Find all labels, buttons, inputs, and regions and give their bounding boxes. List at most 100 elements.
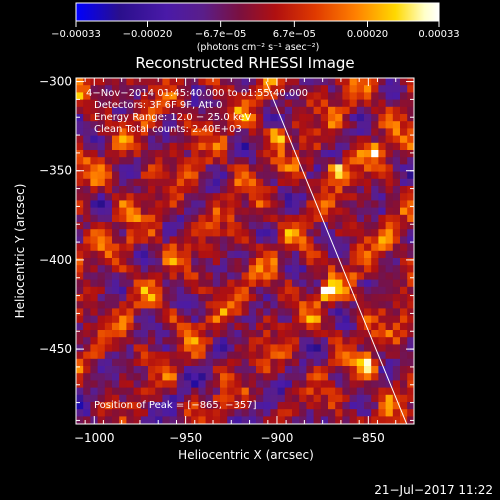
heatmap-cell [306, 78, 314, 86]
heatmap-cell [191, 315, 199, 324]
heatmap-cell [248, 164, 257, 172]
heatmap-cell [119, 157, 127, 165]
heatmap-cell [119, 358, 127, 367]
heatmap-cell [371, 229, 379, 237]
heatmap-cell [407, 258, 414, 266]
heatmap-cell [119, 186, 127, 194]
heatmap-cell [234, 78, 242, 86]
heatmap-cell [349, 135, 358, 144]
heatmap-cell [407, 294, 414, 302]
heatmap-cell [328, 114, 336, 122]
heatmap-cell [407, 351, 414, 360]
heatmap-cell [76, 258, 84, 266]
heatmap-cell [112, 337, 120, 345]
heatmap-cell [356, 387, 365, 396]
heatmap-cell [205, 128, 214, 136]
heatmap-cell [356, 193, 365, 201]
heatmap-cell [313, 366, 322, 374]
heatmap-cell [392, 186, 401, 194]
heatmap-cell [349, 214, 358, 223]
heatmap-cell [205, 186, 214, 194]
heatmap-cell [83, 294, 91, 302]
heatmap-cell [378, 315, 386, 324]
heatmap-cell [277, 308, 286, 316]
heatmap-cell [328, 171, 336, 180]
heatmap-cell [306, 344, 314, 352]
heatmap-cell [342, 243, 350, 252]
heatmap-cell [227, 157, 235, 165]
heatmap-cell [104, 366, 113, 374]
heatmap-cell [349, 200, 358, 208]
heatmap-cell [263, 193, 271, 201]
heatmap-cell [342, 229, 350, 237]
heatmap-cell [378, 236, 386, 244]
heatmap-cell [385, 78, 394, 86]
heatmap-cell [248, 387, 257, 396]
heatmap-cell [234, 214, 242, 223]
heatmap-cell [119, 171, 127, 180]
heatmap-cell [263, 308, 271, 316]
heatmap-cell [320, 279, 329, 288]
heatmap-cell [198, 229, 206, 237]
heatmap-cell [392, 135, 401, 144]
heatmap-cell [76, 193, 84, 201]
heatmap-cell [392, 402, 401, 410]
heatmap-cell [313, 186, 322, 194]
y-tick-label: −450 [39, 342, 72, 356]
heatmap-cell [248, 186, 257, 194]
heatmap-cell [119, 351, 127, 360]
heatmap-cell [76, 272, 84, 280]
heatmap-cell [378, 157, 386, 165]
heatmap-cell [126, 394, 134, 403]
heatmap-cell [90, 358, 98, 367]
heatmap-cell [191, 351, 199, 360]
heatmap-cell [313, 135, 322, 144]
heatmap-cell [385, 265, 394, 273]
heatmap-cell [155, 366, 163, 374]
heatmap-cell [306, 92, 314, 100]
heatmap-cell [191, 200, 199, 208]
heatmap-cell [184, 214, 192, 223]
heatmap-cell [148, 416, 156, 424]
heatmap-cell [234, 236, 242, 244]
heatmap-cell [176, 258, 185, 266]
heatmap-cell [371, 157, 379, 165]
heatmap-cell [148, 402, 156, 410]
heatmap-cell [371, 78, 379, 86]
heatmap-cell [328, 394, 336, 403]
heatmap-cell [234, 315, 242, 324]
heatmap-cell [119, 423, 127, 424]
heatmap-cell [306, 250, 314, 259]
heatmap-cell [126, 92, 134, 100]
heatmap-cell [184, 142, 192, 151]
heatmap-cell [299, 142, 307, 151]
heatmap-cell [241, 85, 250, 93]
heatmap-cell [126, 387, 134, 396]
heatmap-cell [212, 351, 221, 360]
heatmap-cell [371, 265, 379, 273]
heatmap-cell [227, 207, 235, 216]
heatmap-cell [392, 315, 401, 324]
heatmap-cell [392, 142, 401, 151]
heatmap-cell [162, 279, 170, 288]
heatmap-cell [356, 229, 365, 237]
heatmap-cell [313, 337, 322, 345]
heatmap-cell [169, 380, 178, 388]
heatmap-cell [263, 128, 271, 136]
heatmap-cell [313, 250, 322, 259]
heatmap-cell [313, 258, 322, 266]
heatmap-cell [292, 301, 300, 309]
heatmap-cell [378, 243, 386, 252]
heatmap-cell [234, 330, 242, 338]
heatmap-cell [313, 200, 322, 208]
heatmap-cell [292, 286, 300, 295]
heatmap-cell [76, 128, 84, 136]
heatmap-cell [400, 92, 408, 100]
heatmap-cell [76, 121, 84, 129]
heatmap-cell [385, 200, 394, 208]
heatmap-cell [313, 92, 322, 100]
heatmap-cell [83, 229, 91, 237]
heatmap-cell [371, 200, 379, 208]
heatmap-cell [292, 279, 300, 288]
heatmap-cell [270, 330, 278, 338]
